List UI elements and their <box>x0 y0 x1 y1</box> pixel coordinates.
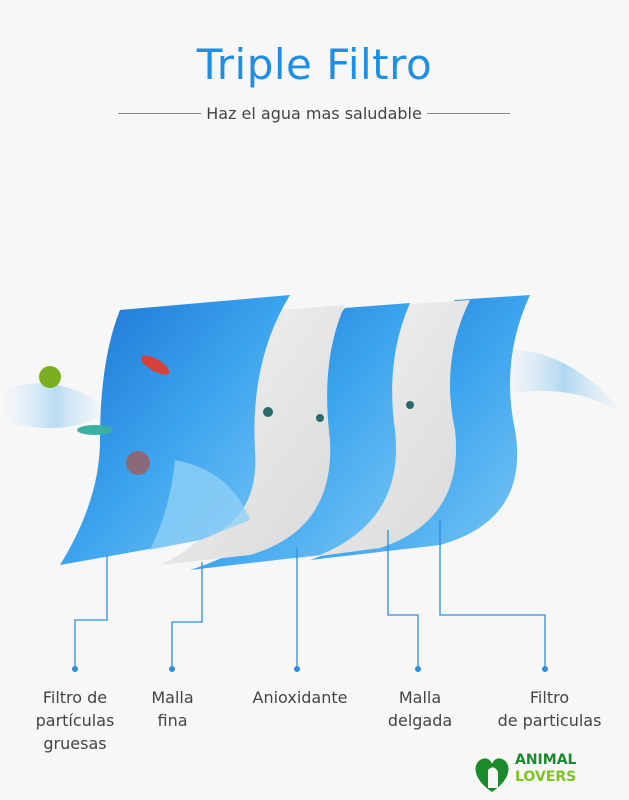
subtitle: Haz el agua mas saludable <box>206 104 422 123</box>
label-line: Malla <box>398 688 442 707</box>
callout-dot-1 <box>72 666 78 672</box>
callout-line-2 <box>171 562 203 668</box>
label-line: Malla <box>151 688 194 707</box>
bacteria-icon <box>39 366 61 388</box>
label-line: Anioxidante <box>252 688 348 707</box>
layer-1-fold <box>150 460 250 550</box>
label-coarse-particle-filter: Filtro de partículas gruesas <box>25 686 125 755</box>
label-fine-mesh: Malla fina <box>135 686 210 732</box>
divider-left <box>118 113 202 114</box>
particle-icon <box>406 401 414 409</box>
label-line: partículas <box>35 711 115 730</box>
water-stream-right <box>500 349 629 420</box>
subtitle-row: Haz el agua mas saludable <box>118 104 511 123</box>
label-thin-mesh: Malla delgada <box>380 686 460 732</box>
virus-icon <box>126 451 150 475</box>
particle-icon <box>263 407 273 417</box>
logo-text: ANIMAL LOVERS <box>515 752 576 786</box>
label-particle-filter: Filtro de particulas <box>482 686 617 732</box>
particle-icon <box>316 414 324 422</box>
label-line: gruesas <box>43 734 107 753</box>
callout-dot-4 <box>415 666 421 672</box>
callout-dot-2 <box>169 666 175 672</box>
heart-dog-icon <box>475 758 509 792</box>
callout-lines <box>74 520 546 668</box>
callout-line-5 <box>439 520 546 668</box>
label-line: de particulas <box>497 711 602 730</box>
logo-line-1: ANIMAL <box>515 752 577 768</box>
label-line: Filtro <box>529 688 570 707</box>
callout-dot-5 <box>542 666 548 672</box>
page-title: Triple Filtro <box>196 40 433 89</box>
callout-line-4 <box>387 530 419 668</box>
label-line: Filtro de <box>42 688 108 707</box>
label-line: delgada <box>387 711 453 730</box>
green-bacteria-icon <box>77 425 113 435</box>
logo-line-2: LOVERS <box>515 769 577 785</box>
red-bacteria-icon <box>140 355 170 375</box>
water-stream-left <box>0 383 110 428</box>
callout-dot-3 <box>294 666 300 672</box>
label-line: fina <box>157 711 188 730</box>
callout-line-1 <box>74 555 108 668</box>
animal-lovers-logo: ANIMAL LOVERS <box>470 752 590 796</box>
label-antioxidant: Anioxidante <box>240 686 360 709</box>
divider-right <box>426 113 511 114</box>
